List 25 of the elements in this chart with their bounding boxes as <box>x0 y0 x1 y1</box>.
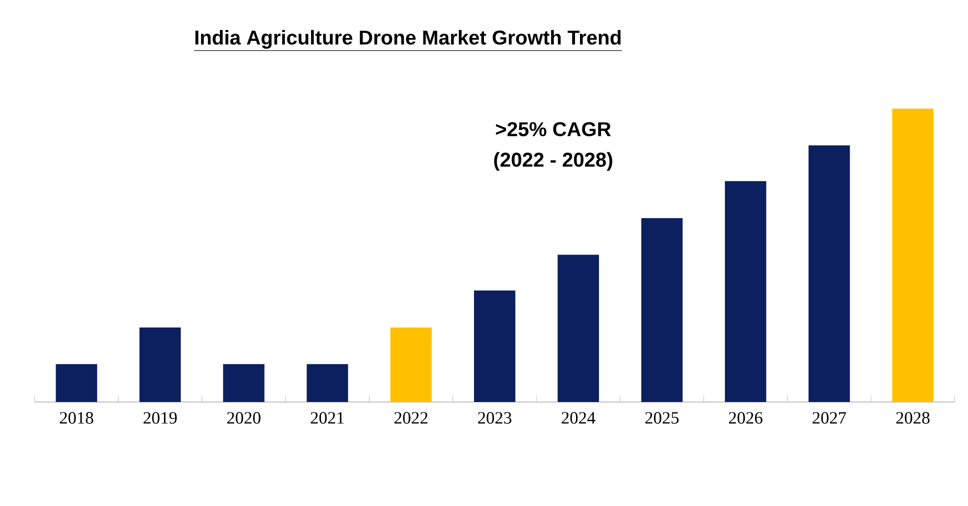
x-tick-label: 2018 <box>60 412 94 424</box>
x-tick-label: 2021 <box>310 412 344 424</box>
x-tick-label: 2019 <box>144 412 177 424</box>
x-tick-label: 2023 <box>478 412 512 424</box>
x-tick-label: 2024 <box>562 412 596 424</box>
bar <box>641 218 683 402</box>
bar <box>306 364 348 402</box>
annotation: (2022 - 2028) <box>494 152 612 171</box>
bar <box>390 327 432 402</box>
bar <box>892 108 934 402</box>
bar <box>558 254 599 402</box>
x-tick-label: 2026 <box>728 412 762 424</box>
x-tick-label: 2020 <box>227 412 260 424</box>
x-tick-label: 2027 <box>812 412 846 424</box>
bar <box>808 145 850 402</box>
bar <box>724 181 766 402</box>
bar <box>474 290 516 402</box>
x-tick-label: 2025 <box>645 412 679 424</box>
annotation: >25% CAGR <box>496 122 611 136</box>
x-tick-label: 2028 <box>896 412 930 424</box>
bar <box>56 364 98 402</box>
bar <box>223 364 264 402</box>
chart-title: India Agriculture Drone Market Growth Trend <box>195 30 621 49</box>
bar <box>139 327 181 402</box>
x-tick-label: 2022 <box>394 412 428 424</box>
